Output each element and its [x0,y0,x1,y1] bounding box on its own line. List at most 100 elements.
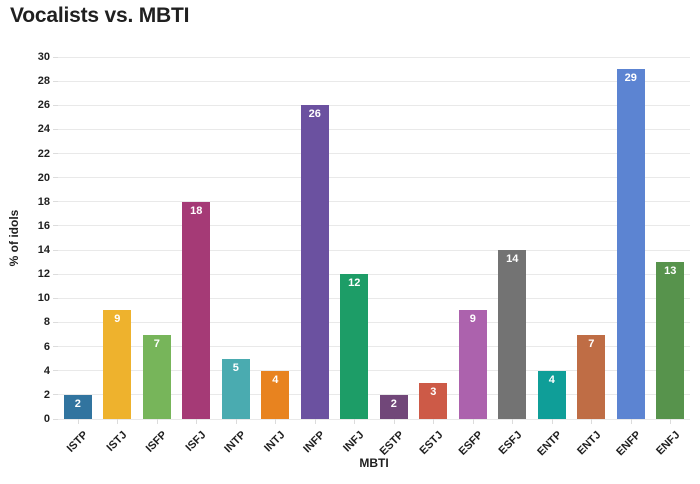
bar-estj: 3 [419,382,448,419]
bar-enfp: 29 [616,69,645,419]
y-tick-mark [53,321,58,323]
x-tick-label-infp: INFP [301,429,328,456]
y-tick-mark [53,80,58,82]
x-tick-mark [433,419,435,424]
gridline [58,177,690,179]
x-tick-label-intj: INTJ [262,429,288,455]
gridline [58,370,690,372]
gridline [58,153,690,155]
x-tick-label-entp: ENTP [535,429,565,459]
x-tick-label-isfp: ISFP [143,429,170,455]
y-tick-label: 0 [43,413,50,425]
x-tick-mark [591,419,593,424]
y-tick-mark [53,201,58,203]
x-tick-mark [77,419,79,424]
x-tick-mark [670,419,672,424]
bar-intp: 5 [221,358,250,419]
y-tick-mark [53,273,58,275]
y-tick-mark [53,225,58,227]
y-tick-label: 28 [37,75,50,88]
plot-area: 0 2 4 6 8 10 12 14 16 18 20 22 24 26 28 30 2 ISTP 9 ISTJ 7 IS… [38,51,690,458]
y-tick-mark [53,56,58,58]
y-tick-label: 14 [37,244,50,257]
gridline [58,104,690,106]
x-tick-mark [630,419,632,424]
y-tick-label: 10 [37,292,50,305]
bar-value-label: 7 [588,337,595,350]
x-tick-label-enfp: ENFP [614,429,644,459]
bar-esfj: 14 [498,250,527,419]
bar-isfp: 7 [142,334,171,419]
y-tick-mark [53,249,58,251]
bar-isfj: 18 [182,201,211,419]
y-tick-label: 30 [37,51,50,63]
bar-value-label: 9 [114,313,121,326]
x-tick-label-esfj: ESFJ [496,429,525,457]
gridline [58,225,690,227]
x-tick-mark [393,419,395,424]
y-tick-mark [53,346,58,348]
bar-value-label: 26 [308,108,321,121]
x-axis-title: MBTI [359,456,389,470]
chart-title: Vocalists vs. MBTI [10,4,190,27]
bar-value-label: 18 [190,204,203,217]
y-tick-mark [53,297,58,299]
x-tick-label-intp: INTP [222,429,249,456]
x-tick-mark [117,419,119,424]
x-tick-mark [196,419,198,424]
bar-istj: 9 [103,310,132,419]
bar-value-label: 13 [664,265,677,278]
gridline [58,273,690,275]
bar-value-label: 14 [506,253,519,266]
x-tick-label-estj: ESTJ [417,429,446,457]
y-tick-mark [53,370,58,372]
bar-intj: 4 [261,370,290,419]
y-tick-label: 2 [43,388,50,401]
y-tick-label: 18 [37,195,50,208]
bar-value-label: 7 [153,337,160,350]
x-tick-label-esfp: ESFP [456,429,486,458]
x-tick-label-isfj: ISFJ [183,429,209,454]
y-tick-label: 22 [37,147,50,160]
x-tick-mark [551,419,553,424]
x-tick-mark [512,419,514,424]
y-tick-label: 6 [43,340,50,353]
bar-value-label: 12 [348,277,361,290]
gridline [58,128,690,130]
bar-value-label: 3 [430,385,437,398]
bar-value-label: 4 [548,373,555,386]
gridline [58,80,690,82]
x-tick-mark [314,419,316,424]
bar-istp: 2 [63,394,92,419]
gridline [58,346,690,348]
gridline [58,56,690,58]
y-tick-mark [53,128,58,130]
bar-esfp: 9 [458,310,487,419]
bar-value-label: 29 [624,72,637,85]
bar-entj: 7 [577,334,606,419]
x-tick-mark [156,419,158,424]
bar-infj: 12 [340,274,369,419]
bar-entp: 4 [537,370,566,419]
y-tick-label: 20 [37,171,50,184]
x-tick-label-entj: ENTJ [575,429,604,458]
x-tick-mark [354,419,356,424]
x-tick-label-istj: ISTJ [104,429,130,454]
gridline [58,249,690,251]
gridline [58,297,690,299]
y-tick-label: 26 [37,99,50,112]
bar-infp: 26 [300,105,329,419]
x-tick-label-estp: ESTP [377,429,407,458]
x-tick-mark [235,419,237,424]
bar-value-label: 2 [390,397,397,410]
y-tick-label: 12 [37,268,50,281]
y-tick-label: 4 [43,364,50,377]
x-tick-label-infj: INFJ [341,429,367,455]
x-tick-label-istp: ISTP [64,429,91,455]
gridline [58,321,690,323]
bar-enfj: 13 [656,262,685,419]
y-axis-title: % of idols [7,209,21,267]
y-tick-label: 16 [37,219,50,232]
y-tick-label: 24 [37,123,50,136]
